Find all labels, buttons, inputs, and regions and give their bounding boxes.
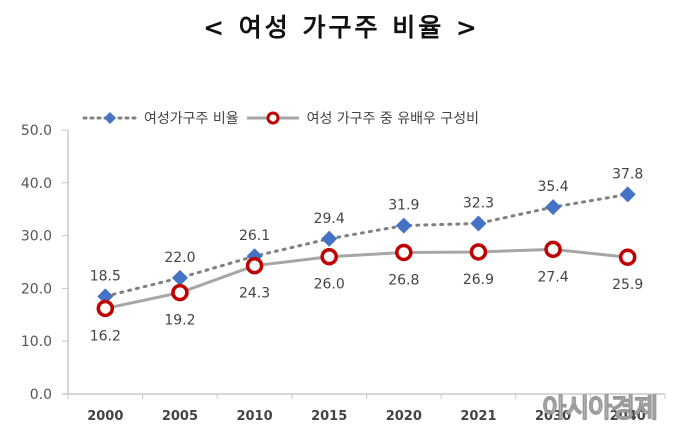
legend-label: 여성가구주 비율 [144, 111, 239, 127]
y-tick-label: 20.0 [21, 281, 52, 297]
diamond-marker [321, 230, 338, 247]
y-tick-label: 10.0 [21, 334, 52, 350]
data-label: 19.2 [164, 313, 195, 329]
data-label: 26.0 [314, 277, 345, 293]
x-tick-label: 2040 [610, 409, 646, 424]
circle-marker [618, 248, 637, 266]
data-label: 25.9 [612, 277, 643, 293]
data-label: 32.3 [463, 195, 494, 211]
legend-item-female-householder-ratio: 여성가구주 비율 [82, 108, 239, 128]
circle-marker-icon [246, 111, 299, 125]
diamond-marker [97, 288, 114, 305]
legend-label: 여성 가구주 중 유배우 구성비 [306, 111, 479, 127]
data-label: 31.9 [388, 198, 419, 214]
chart-legend: 여성가구주 비율 여성 가구주 중 유배우 구성비 [82, 108, 485, 128]
y-tick-label: 30.0 [21, 229, 52, 245]
diamond-marker [470, 215, 487, 232]
circle-marker [320, 247, 338, 266]
diamond-marker [619, 186, 636, 203]
circle-marker [171, 283, 189, 302]
diamond-marker [395, 217, 412, 234]
series-line-female-householder-ratio [103, 192, 630, 298]
data-label: 29.4 [314, 211, 345, 227]
y-tick-label: 50.0 [21, 123, 52, 139]
circle-marker [245, 256, 264, 275]
x-tick-label: 2020 [386, 409, 422, 424]
x-tick-label: 2021 [460, 409, 496, 424]
y-tick-label: 40.0 [21, 176, 52, 192]
legend-item-married-composition-ratio: 여성 가구주 중 유배우 구성비 [245, 108, 479, 128]
series-line-married-composition [105, 247, 628, 310]
x-tick-label: 2005 [162, 409, 198, 424]
diamond-marker-icon [82, 112, 138, 124]
data-label: 26.9 [463, 272, 494, 288]
y-tick-label: 0.0 [30, 387, 52, 403]
circle-marker [395, 243, 413, 262]
circle-marker [544, 240, 562, 259]
x-tick-label: 2010 [236, 409, 272, 424]
data-label: 24.3 [239, 286, 270, 302]
data-label: 22.0 [164, 250, 195, 266]
data-label: 16.2 [90, 328, 121, 344]
data-label: 26.8 [388, 272, 419, 288]
data-label: 26.1 [239, 228, 270, 244]
data-label: 37.8 [612, 166, 643, 182]
data-label: 35.4 [537, 179, 568, 195]
circle-marker [96, 299, 115, 318]
x-tick-label: 2030 [535, 409, 571, 424]
circle-marker [469, 243, 488, 261]
data-label: 27.4 [537, 269, 568, 285]
watermark: 아시아경제 [542, 394, 659, 425]
diamond-marker [545, 199, 562, 216]
x-tick-label: 2015 [311, 409, 347, 424]
diamond-marker [171, 269, 188, 286]
x-tick-label: 2000 [87, 409, 123, 424]
chart-title: < 여성 가구주 비율 > [203, 13, 480, 42]
data-label: 18.5 [90, 268, 121, 284]
